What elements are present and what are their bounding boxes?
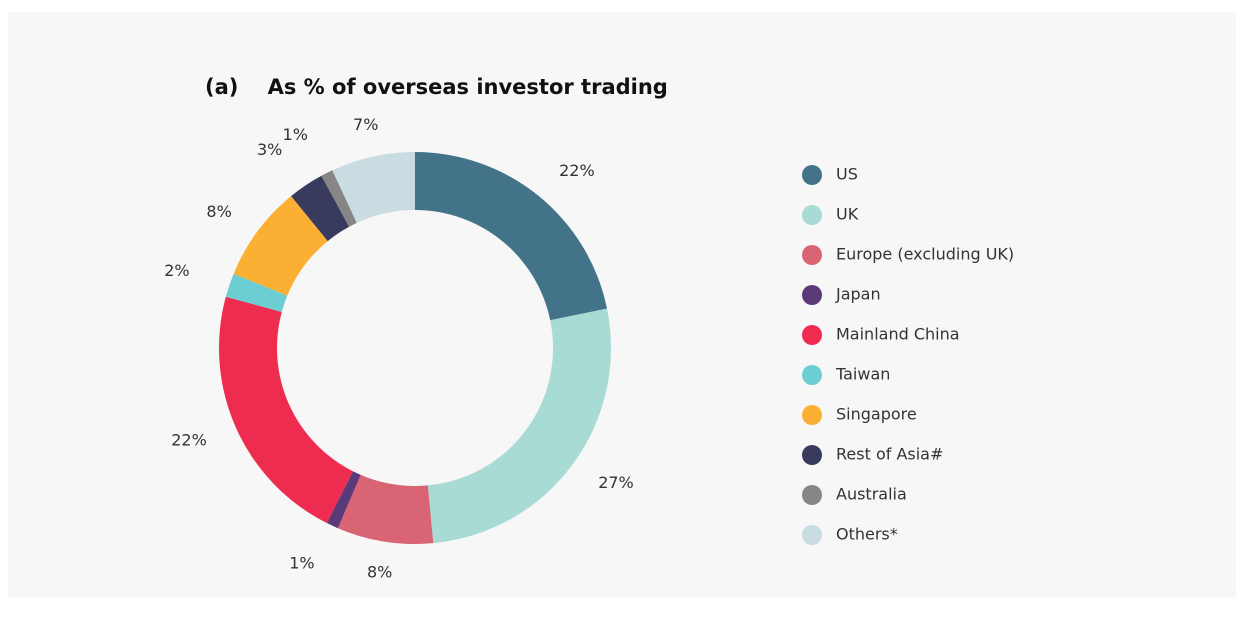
legend-swatch <box>802 245 822 265</box>
legend-label: Australia <box>836 485 907 504</box>
slice-label: 3% <box>257 140 282 159</box>
legend-swatch <box>802 365 822 385</box>
slice-label: 22% <box>171 430 207 449</box>
legend-swatch <box>802 325 822 345</box>
donut-slice <box>321 170 357 227</box>
panel <box>8 12 1236 598</box>
donut-slice <box>427 308 611 544</box>
slice-label: 7% <box>353 115 378 134</box>
chart-title: (a) As % of overseas investor trading <box>205 75 668 99</box>
donut-slice <box>337 474 434 544</box>
legend-swatch <box>802 285 822 305</box>
donut-slice <box>225 273 288 312</box>
slice-label: 27% <box>598 473 634 492</box>
slice-label: 22% <box>559 161 595 180</box>
legend-swatch <box>802 405 822 425</box>
donut-slice <box>332 152 415 223</box>
legend-swatch <box>802 525 822 545</box>
donut-slice <box>326 471 361 529</box>
slice-label: 8% <box>206 202 231 221</box>
donut-slice <box>415 152 608 321</box>
legend-label: Japan <box>835 285 881 304</box>
slice-label: 1% <box>283 125 308 144</box>
donut-slice <box>219 296 353 524</box>
donut-slice <box>233 196 328 296</box>
slice-label: 8% <box>367 563 392 582</box>
legend-label: Mainland China <box>836 325 960 344</box>
legend-label: US <box>836 165 858 184</box>
legend-label: UK <box>836 205 859 224</box>
legend-label: Taiwan <box>835 365 890 384</box>
legend-label: Others* <box>836 525 898 544</box>
legend-swatch <box>802 445 822 465</box>
legend-swatch <box>802 205 822 225</box>
legend-label: Singapore <box>836 405 917 424</box>
donut-slice <box>291 175 350 242</box>
legend-swatch <box>802 485 822 505</box>
slice-label: 2% <box>164 261 189 280</box>
legend-swatch <box>802 165 822 185</box>
legend-label: Rest of Asia# <box>836 445 943 464</box>
legend-label: Europe (excluding UK) <box>836 245 1014 264</box>
slice-label: 1% <box>289 553 314 572</box>
